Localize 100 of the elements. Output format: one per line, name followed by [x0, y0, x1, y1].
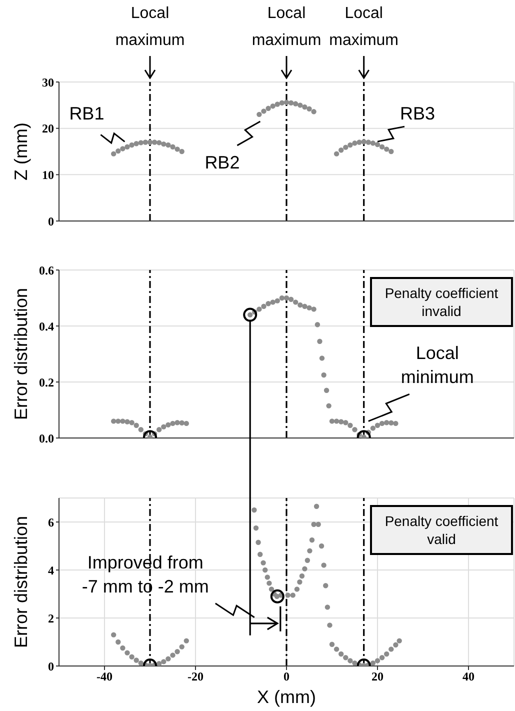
- point: [334, 151, 340, 156]
- point: [321, 372, 326, 378]
- point: [306, 106, 312, 112]
- point: [184, 420, 189, 426]
- point: [293, 101, 298, 106]
- y-axis-title: Error distribution: [10, 516, 31, 648]
- point: [334, 418, 340, 424]
- x-axis-title: X (mm): [257, 687, 316, 707]
- point: [124, 144, 130, 150]
- point: [370, 140, 376, 146]
- point: [326, 403, 332, 408]
- point: [388, 420, 394, 426]
- point: [142, 140, 148, 145]
- x-tick-label: -20: [188, 670, 204, 684]
- y-axis-title: Error distribution: [10, 288, 31, 420]
- point: [243, 308, 258, 322]
- point: [317, 338, 322, 344]
- point: [311, 109, 316, 114]
- point: [266, 301, 271, 306]
- point: [174, 420, 180, 426]
- ref-line-label: Local maximum: [115, 5, 185, 49]
- point: [270, 300, 276, 305]
- point: [138, 427, 144, 432]
- point: [352, 140, 358, 146]
- point: [161, 424, 166, 430]
- point: [179, 420, 184, 426]
- point: [134, 422, 139, 428]
- ref-line-label: Local maximum: [252, 5, 322, 49]
- point: [298, 102, 303, 108]
- point: [170, 420, 176, 426]
- point: [374, 422, 380, 428]
- y-tick-label: 6: [48, 515, 54, 530]
- point: [147, 140, 153, 145]
- x-tick-label: -40: [96, 670, 112, 684]
- point: [356, 140, 362, 145]
- point: [284, 295, 290, 301]
- point: [161, 141, 166, 147]
- point: [329, 418, 335, 424]
- point: [370, 426, 376, 431]
- point: [388, 148, 394, 154]
- point: [279, 295, 285, 301]
- point: [166, 422, 171, 428]
- point: [261, 304, 266, 309]
- point: [152, 140, 158, 145]
- point: [279, 100, 285, 106]
- y-tick-label: 0.2: [39, 375, 54, 390]
- x-tick-label: 20: [372, 670, 384, 684]
- x-tick-label: 40: [462, 670, 474, 684]
- point: [256, 112, 262, 118]
- point: [302, 104, 308, 110]
- point: [156, 427, 162, 432]
- point: [379, 420, 385, 426]
- point: [288, 100, 294, 106]
- point: [314, 322, 320, 328]
- point: [338, 148, 344, 153]
- ref-line-label: Local maximum: [329, 5, 399, 49]
- x-tick-label: 0: [284, 670, 290, 684]
- point: [343, 420, 348, 426]
- y-tick-label: 0.4: [39, 319, 54, 334]
- y-tick-label: 30: [42, 75, 54, 90]
- y-tick-label: 2: [48, 611, 54, 626]
- point: [352, 427, 358, 432]
- annotation: RB1: [69, 103, 104, 124]
- point: [306, 305, 312, 310]
- annotation: Local minimum: [400, 342, 474, 387]
- point: [348, 422, 353, 428]
- point: [293, 300, 298, 305]
- point: [284, 100, 290, 105]
- point: [298, 302, 303, 308]
- point: [116, 148, 121, 154]
- point: [129, 420, 134, 426]
- point: [111, 151, 116, 156]
- point: [338, 419, 344, 424]
- point: [393, 420, 398, 426]
- y-tick-label: 0: [48, 214, 54, 228]
- point: [124, 419, 130, 424]
- point: [348, 142, 353, 148]
- point: [384, 146, 390, 152]
- annotation: Penalty coefficient invalid: [384, 285, 498, 319]
- point: [319, 356, 325, 361]
- y-tick-label: 4: [48, 563, 54, 578]
- point: [261, 108, 266, 114]
- point: [120, 146, 126, 152]
- point: [366, 140, 371, 145]
- y-tick-label: 10: [42, 168, 54, 182]
- point: [379, 144, 385, 150]
- point: [179, 148, 184, 154]
- annotation: RB3: [400, 103, 436, 124]
- point: [138, 140, 144, 146]
- y-axis-title: Z (mm): [10, 122, 31, 180]
- point: [270, 103, 276, 109]
- point: [274, 298, 280, 304]
- annotation: RB2: [204, 152, 240, 172]
- point: [384, 420, 390, 426]
- point: [374, 142, 380, 148]
- point: [156, 140, 162, 146]
- point: [120, 418, 126, 424]
- point: [324, 388, 330, 393]
- point: [166, 142, 171, 148]
- point: [134, 141, 139, 146]
